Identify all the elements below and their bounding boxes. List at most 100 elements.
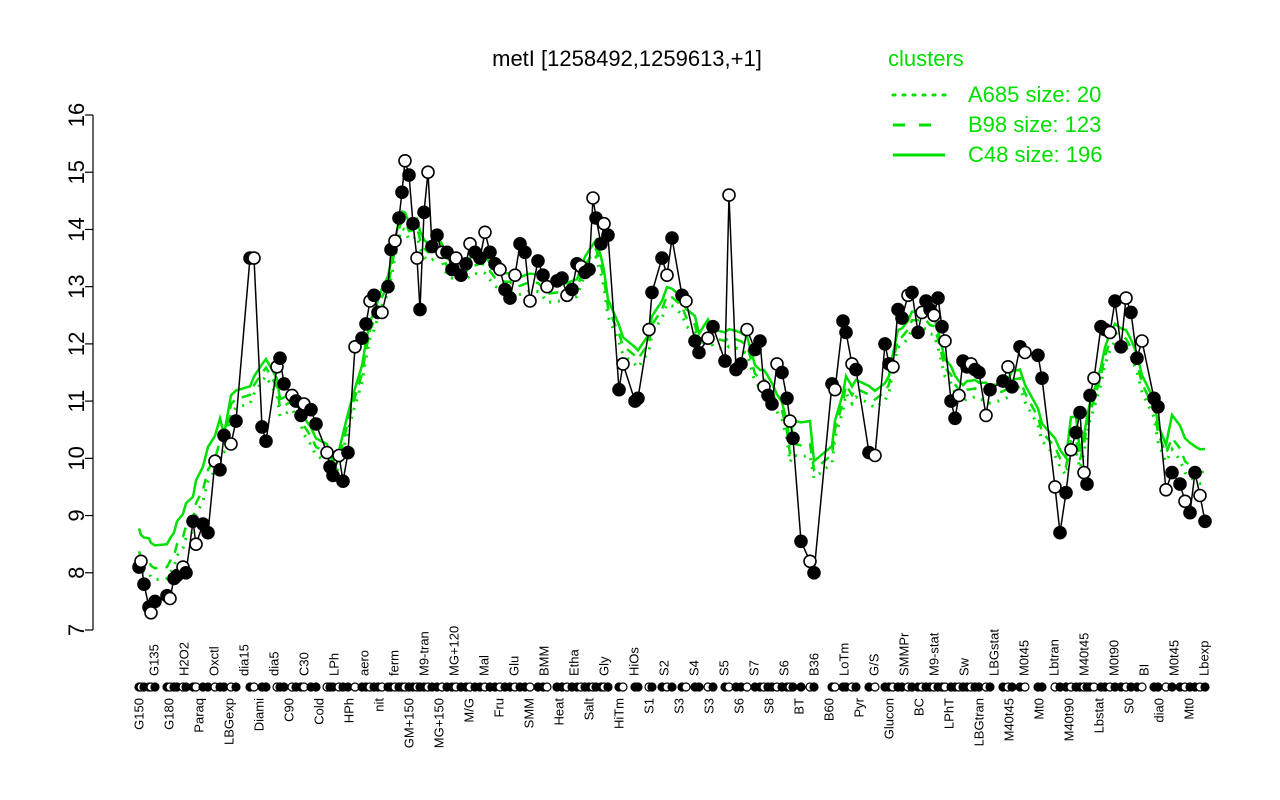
data-point bbox=[868, 448, 882, 463]
rug-marker bbox=[870, 682, 880, 692]
x-tick-label: Gly bbox=[596, 656, 611, 676]
data-point bbox=[1198, 514, 1212, 529]
y-tick-label: 9 bbox=[64, 509, 89, 521]
x-tick-label: aero bbox=[356, 650, 371, 676]
x-tick-label: Lbexp bbox=[1196, 641, 1211, 676]
x-tick-label: Pyr bbox=[851, 697, 866, 717]
data-point bbox=[688, 334, 702, 348]
data-point bbox=[1159, 482, 1173, 497]
x-tick-label: S5 bbox=[716, 660, 731, 676]
x-tick-label: B36 bbox=[806, 653, 821, 676]
rug-marker bbox=[830, 682, 840, 692]
data-point bbox=[597, 216, 611, 231]
data-point bbox=[718, 354, 732, 368]
x-tick-label: S4 bbox=[686, 660, 701, 676]
data-point bbox=[421, 165, 435, 179]
rug-marker bbox=[279, 682, 289, 692]
x-tick-label: S6 bbox=[776, 660, 791, 676]
x-tick-label: LPhT bbox=[941, 698, 956, 729]
data-point bbox=[1108, 294, 1122, 308]
rug-marker bbox=[796, 682, 806, 692]
data-point bbox=[1005, 379, 1019, 394]
x-tick-label: SMMPr bbox=[896, 632, 911, 676]
data-point bbox=[413, 302, 427, 317]
data-point bbox=[1151, 399, 1165, 414]
x-tick-label: S7 bbox=[746, 660, 761, 676]
data-point bbox=[367, 288, 381, 303]
data-point bbox=[931, 291, 945, 305]
data-point bbox=[493, 262, 507, 277]
y-tick-label: 16 bbox=[64, 103, 89, 127]
x-tick-label: Etha bbox=[566, 648, 581, 676]
y-tick-label: 11 bbox=[64, 390, 89, 413]
legend-title: clusters bbox=[888, 46, 964, 71]
data-point bbox=[179, 565, 193, 580]
data-point bbox=[395, 185, 409, 199]
data-point bbox=[348, 339, 362, 354]
x-tick-label: S1 bbox=[641, 698, 656, 714]
x-tick-label: S3 bbox=[701, 698, 716, 714]
x-tick-label: SMM bbox=[521, 698, 536, 728]
data-point bbox=[807, 565, 821, 580]
data-point bbox=[163, 591, 177, 606]
rug-marker bbox=[742, 682, 752, 692]
x-tick-label: HPh bbox=[341, 698, 356, 723]
data-point bbox=[320, 445, 334, 460]
x-tick-label: Mal bbox=[476, 655, 491, 676]
data-point bbox=[388, 234, 402, 248]
data-point bbox=[425, 239, 439, 254]
data-point bbox=[701, 331, 715, 346]
x-tick-label: S0 bbox=[1121, 698, 1136, 714]
x-tick-label: dia5 bbox=[266, 651, 281, 676]
data-point bbox=[518, 245, 532, 260]
x-tick-label: Paraq bbox=[191, 698, 206, 733]
data-point bbox=[1193, 488, 1207, 503]
data-point bbox=[398, 154, 412, 168]
rug-marker bbox=[249, 682, 259, 692]
rug-marker bbox=[681, 682, 691, 692]
data-point bbox=[938, 334, 952, 348]
data-point bbox=[878, 337, 892, 351]
x-tick-label: S8 bbox=[761, 698, 776, 714]
data-point bbox=[213, 462, 227, 477]
data-point bbox=[692, 345, 706, 360]
data-point bbox=[836, 314, 850, 328]
data-point bbox=[375, 305, 389, 320]
data-point bbox=[935, 319, 949, 334]
data-point bbox=[586, 191, 600, 205]
data-point bbox=[895, 311, 909, 325]
rug-marker bbox=[809, 682, 819, 692]
data-point bbox=[775, 365, 789, 380]
x-tick-label: dia15 bbox=[236, 644, 251, 676]
data-point bbox=[1053, 525, 1067, 540]
x-tick-label: G/S bbox=[866, 653, 881, 676]
data-point bbox=[565, 282, 579, 297]
data-point bbox=[336, 474, 350, 489]
data-point bbox=[612, 382, 626, 397]
data-point bbox=[1135, 334, 1149, 348]
x-tick-label: S6 bbox=[731, 698, 746, 714]
x-tick-label: Salt bbox=[581, 698, 596, 721]
x-tick-label: S3 bbox=[671, 698, 686, 714]
data-point bbox=[655, 251, 669, 265]
data-point bbox=[645, 285, 659, 300]
data-point bbox=[1001, 359, 1015, 374]
data-point bbox=[326, 468, 340, 483]
data-point bbox=[1130, 351, 1144, 366]
data-point bbox=[582, 262, 596, 277]
data-point bbox=[1069, 425, 1083, 440]
rug-marker bbox=[603, 682, 613, 692]
x-tick-label: G180 bbox=[161, 698, 176, 730]
data-point bbox=[979, 408, 993, 423]
x-tick-label: M9-stat bbox=[926, 632, 941, 676]
x-tick-label: Glu bbox=[506, 656, 521, 676]
rug-marker bbox=[708, 682, 718, 692]
data-point bbox=[948, 411, 962, 426]
data-point bbox=[1119, 291, 1133, 305]
x-tick-label: M40t90 bbox=[1061, 698, 1076, 741]
data-point bbox=[972, 365, 986, 380]
rug-marker bbox=[231, 682, 241, 692]
data-point bbox=[148, 594, 162, 609]
data-point bbox=[508, 268, 522, 283]
